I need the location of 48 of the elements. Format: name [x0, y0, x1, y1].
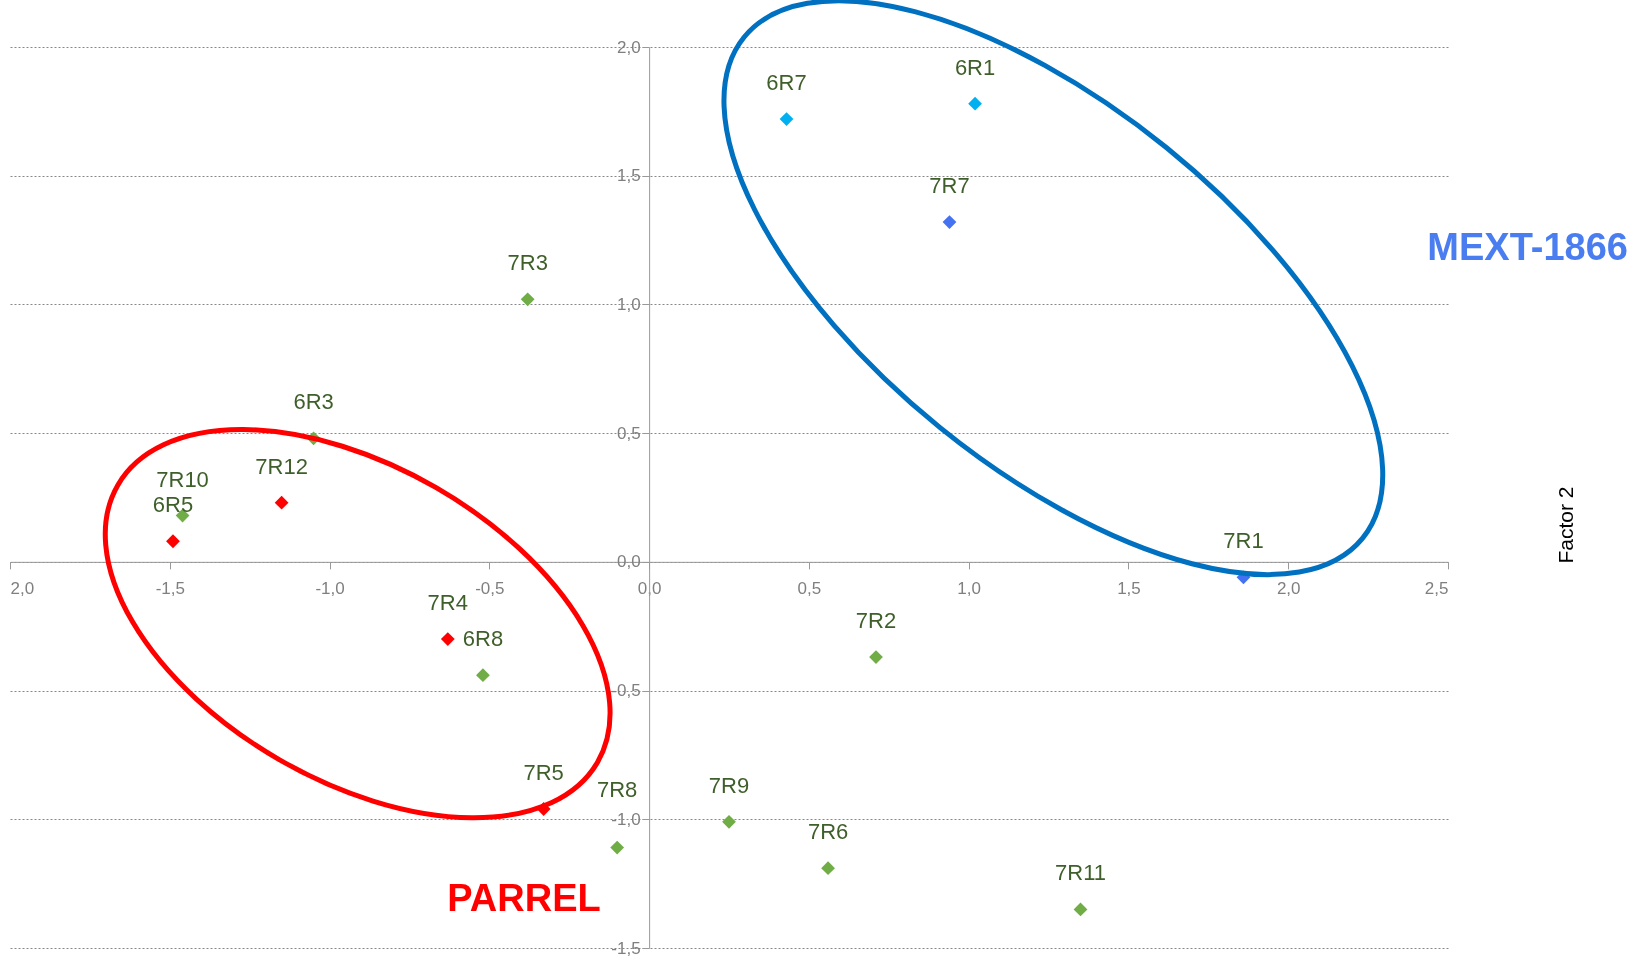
y-tick-label: 0,5: [616, 423, 641, 443]
y-tick-label: 1,5: [616, 166, 641, 186]
x-tick-label: 2,0: [1276, 579, 1301, 599]
annotation: PARREL: [447, 877, 601, 919]
x-tick-label: 2,0: [10, 579, 35, 599]
x-tick-label: 0,5: [797, 579, 822, 599]
data-label: 7R1: [1223, 528, 1264, 554]
data-label: 7R2: [855, 608, 897, 634]
y-tick-label: -1,0: [611, 809, 641, 829]
point: [440, 632, 455, 646]
data-label: 7R7: [929, 173, 970, 199]
data-label: 6R7: [766, 70, 807, 96]
point: [476, 668, 490, 683]
data-label: 7R5: [523, 759, 564, 785]
data-label: 6R8: [462, 626, 504, 652]
y-tick-label: 2,0: [616, 37, 641, 57]
y-axis-title: Factor 2: [1553, 486, 1577, 564]
point: [821, 861, 835, 876]
data-label: 7R6: [807, 819, 849, 845]
data-label: 7R4: [427, 590, 468, 616]
point: [942, 215, 957, 229]
data-label: 7R10: [156, 466, 209, 492]
x-tick-label: -1,0: [315, 579, 345, 599]
data-label: 6R1: [954, 54, 996, 80]
point: [274, 495, 289, 510]
y-tick-label: -1,5: [611, 938, 641, 958]
data-label: 6R5: [152, 492, 194, 518]
point: [520, 292, 535, 307]
point: [1073, 902, 1088, 917]
point: [779, 112, 794, 126]
data-label: 7R9: [708, 772, 750, 798]
data-label: 7R3: [507, 250, 548, 276]
data-label: 7R12: [255, 453, 308, 479]
data-label: 6R3: [293, 389, 334, 415]
point: [166, 534, 180, 549]
point: [968, 96, 982, 111]
data-label: 7R8: [596, 776, 638, 802]
point: [722, 814, 736, 829]
x-tick-label: 1,5: [1117, 579, 1141, 599]
point: [610, 840, 625, 855]
data-label: 7R11: [1055, 860, 1106, 886]
x-tick-label: -0,5: [475, 579, 505, 599]
x-tick-label: 2,5: [1424, 579, 1449, 599]
y-tick-label: 1,0: [616, 294, 641, 314]
annotation: MEXT-1866: [1427, 226, 1628, 268]
x-tick-label: -1,5: [155, 579, 185, 599]
x-tick-label: 1,0: [957, 579, 981, 599]
y-tick-label: -0,5: [611, 681, 641, 701]
